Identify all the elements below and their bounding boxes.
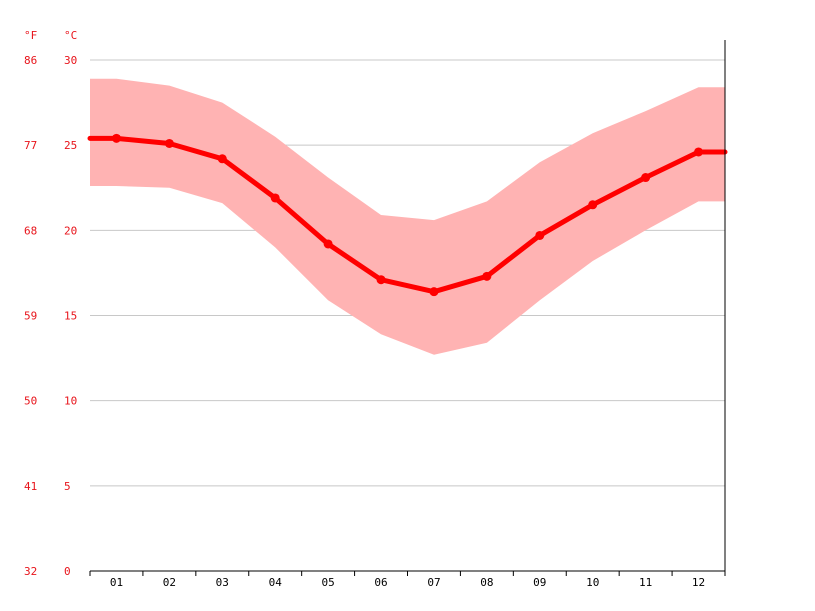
x-tick-label: 08 xyxy=(480,576,493,589)
y-tick-label-f: 86 xyxy=(24,54,37,67)
data-point-03 xyxy=(217,154,227,164)
unit-fahrenheit: °F xyxy=(24,29,37,42)
data-point-12 xyxy=(694,147,704,157)
y-tick-label-c: 10 xyxy=(64,395,77,408)
mean-temperature-line xyxy=(87,135,728,295)
y-tick-label-c: 20 xyxy=(64,224,77,237)
y-tick-label-c: 15 xyxy=(64,310,77,323)
x-tick-label: 06 xyxy=(374,576,387,589)
y-axis-labels-celsius: 0 5 10 15 20 25 30 xyxy=(64,54,77,578)
data-point-02 xyxy=(164,138,174,148)
y-axis-labels-fahrenheit: 32 41 50 59 68 77 86 xyxy=(24,54,37,578)
y-tick-label-c: 0 xyxy=(64,565,71,578)
axes xyxy=(89,40,726,576)
x-tick-label: 01 xyxy=(110,576,123,589)
y-tick-label-c: 30 xyxy=(64,54,77,67)
data-point-11 xyxy=(641,173,651,183)
x-tick-label: 03 xyxy=(216,576,229,589)
temperature-range-band xyxy=(90,78,725,355)
data-point-04 xyxy=(270,193,280,203)
x-tick-label: 04 xyxy=(269,576,283,589)
y-tick-label-f: 50 xyxy=(24,395,37,408)
y-tick-label-f: 32 xyxy=(24,565,37,578)
mean-temperature-points xyxy=(111,133,704,297)
data-point-09 xyxy=(535,230,545,240)
x-tick-label: 07 xyxy=(427,576,440,589)
x-tick-label: 10 xyxy=(586,576,599,589)
x-tick-label: 12 xyxy=(692,576,705,589)
x-tick-label: 05 xyxy=(322,576,335,589)
data-point-06 xyxy=(376,275,386,285)
y-tick-label-f: 77 xyxy=(24,139,37,152)
data-point-10 xyxy=(588,200,598,210)
unit-celsius: °C xyxy=(64,29,77,42)
data-point-07 xyxy=(429,287,439,297)
y-tick-label-f: 68 xyxy=(24,224,37,237)
x-tick-label: 02 xyxy=(163,576,176,589)
x-axis-labels: 01 02 03 04 05 06 07 08 09 10 11 12 xyxy=(110,576,705,589)
data-point-01 xyxy=(111,133,121,143)
x-tick-label: 09 xyxy=(533,576,546,589)
data-point-08 xyxy=(482,271,492,281)
y-tick-label-f: 41 xyxy=(24,480,37,493)
x-tick-label: 11 xyxy=(639,576,652,589)
y-tick-label-c: 25 xyxy=(64,139,77,152)
y-tick-label-c: 5 xyxy=(64,480,71,493)
y-tick-label-f: 59 xyxy=(24,310,37,323)
data-point-05 xyxy=(323,239,333,249)
